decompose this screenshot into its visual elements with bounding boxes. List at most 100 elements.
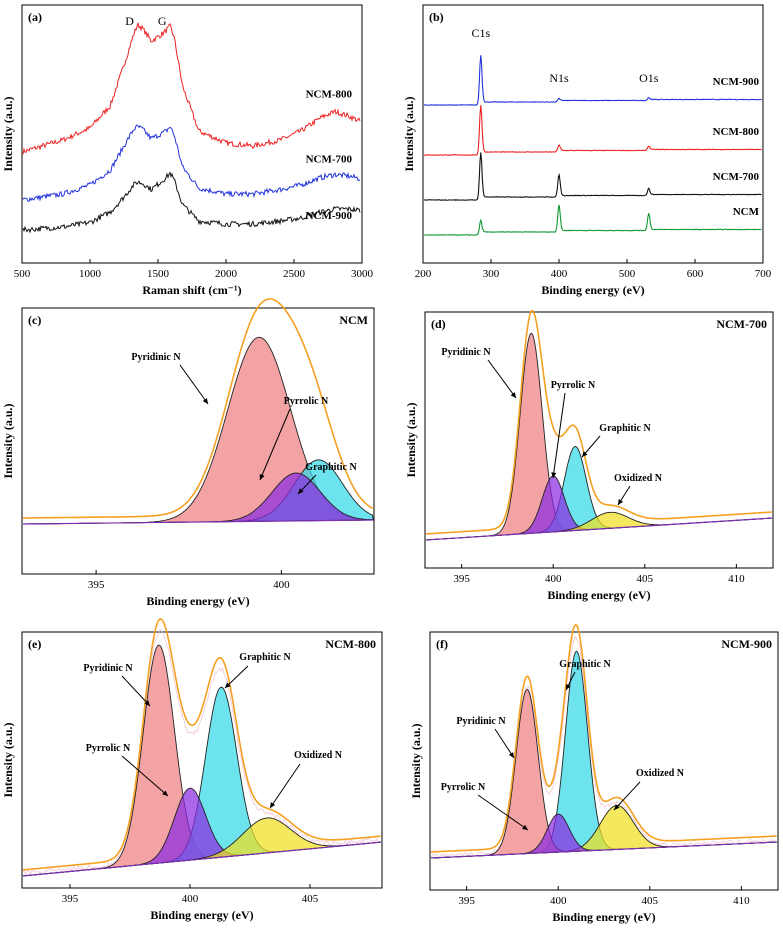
raman-series-line [22, 22, 361, 155]
annotation-arrow-head [614, 804, 620, 810]
series-label: NCM-700 [306, 154, 353, 166]
component-label: Graphitic N [599, 423, 651, 434]
series-label: NCM [733, 206, 760, 218]
annotation-arrow-head [202, 398, 208, 404]
component-label: Oxidized N [614, 473, 663, 484]
x-tick-label: 395 [88, 579, 105, 591]
y-axis-title: Intensity (a.u.) [1, 96, 15, 171]
series-label: NCM-700 [713, 171, 760, 183]
y-axis-title: Intensity (a.u.) [409, 723, 423, 798]
series-label: NCM-800 [306, 89, 353, 101]
x-tick-label: 500 [619, 268, 636, 280]
xps-series-line [423, 204, 762, 236]
fitted-envelope [23, 298, 374, 519]
background-baseline [22, 519, 374, 525]
peak-label: O1s [639, 71, 659, 85]
x-tick-label: 2500 [283, 268, 306, 280]
annotation-arrow-head [144, 700, 150, 706]
component-label: Oxidized N [294, 750, 343, 761]
x-tick-label: 405 [642, 895, 659, 907]
fitted-envelope [426, 309, 772, 535]
sample-label: NCM [339, 313, 368, 327]
panel-n1s-ncm: 395 400 Binding energy (eV) Intensity (a.u.… [1, 298, 375, 608]
panel-label: (a) [28, 10, 42, 24]
x-tick-label: 400 [182, 893, 199, 905]
x-tick-label: 200 [415, 268, 432, 280]
annotation-arrow-line [269, 763, 301, 809]
annotation-arrow-head [582, 451, 588, 457]
panel-label: (f) [436, 637, 448, 651]
component-label: Pyridinic N [456, 716, 506, 727]
x-tick-label: 3000 [351, 268, 374, 280]
raman-series-line [22, 124, 361, 202]
plot-frame [424, 311, 774, 569]
sample-label: NCM-900 [721, 637, 772, 651]
annotation-arrow-head [522, 824, 528, 830]
panel-n1s-ncm-900: 395 400 405 410 Binding energy (eV) Intensity… [409, 623, 779, 924]
component-label: Graphitic N [305, 462, 357, 473]
series-label: NCM-900 [306, 210, 353, 222]
x-tick-label: 410 [728, 573, 745, 585]
annotation-arrow-head [270, 802, 276, 808]
fitted-envelope [430, 623, 777, 853]
component-label: Graphitic N [239, 652, 291, 663]
component-label: Pyrrolic N [284, 396, 329, 407]
x-axis-title: Binding energy (eV) [547, 588, 650, 602]
component-label: Pyrrolic N [441, 782, 486, 793]
annotation-arrow-line [477, 794, 529, 831]
annotation-arrow-head [298, 488, 304, 494]
series-label: NCM-800 [713, 126, 760, 138]
xps-series-line [423, 105, 762, 156]
panel-label: (e) [28, 637, 41, 651]
annotation-arrow-line [487, 359, 517, 399]
plot-frame [21, 307, 375, 575]
x-tick-label: 1000 [79, 268, 102, 280]
xps-series-line [423, 152, 762, 201]
panel-a-raman: 500 1000 1500 2000 2500 3000 Raman shift (cm⁻¹… [1, 4, 374, 297]
component-label: Oxidized N [636, 768, 685, 779]
x-tick-label: 2000 [215, 268, 238, 280]
plot-frame [429, 631, 779, 891]
component-label: Pyrrolic N [86, 743, 131, 754]
annotation-arrow-line [179, 364, 209, 405]
panel-label: (d) [431, 317, 446, 331]
xps-series-line [423, 55, 762, 106]
component-label: Pyridinic N [441, 347, 491, 358]
background-baseline [22, 841, 382, 877]
x-axis-title: Raman shift (cm⁻¹) [142, 283, 241, 297]
plot-frame [21, 631, 383, 889]
x-axis-title: Binding energy (eV) [541, 283, 644, 297]
x-tick-label: 300 [483, 268, 500, 280]
series-label: NCM-900 [713, 76, 760, 88]
peak-label: N1s [549, 71, 569, 85]
x-tick-label: 400 [273, 579, 290, 591]
panel-label: (b) [429, 10, 444, 24]
annotation-arrow-head [162, 790, 168, 796]
x-tick-label: 600 [687, 268, 704, 280]
sample-label: NCM-700 [716, 317, 767, 331]
x-axis-title: Binding energy (eV) [552, 910, 655, 924]
fitted-envelope [22, 618, 381, 871]
component-peak-oxidized-n [425, 511, 773, 541]
plot-frame [422, 4, 764, 264]
annotation-arrow-line [121, 675, 151, 707]
component-label: Pyridinic N [131, 352, 181, 363]
annotation-arrow-head [618, 499, 624, 505]
raman-series-line [22, 171, 361, 234]
x-tick-label: 400 [551, 268, 568, 280]
x-tick-label: 400 [550, 895, 567, 907]
component-label: Graphitic N [559, 659, 611, 670]
panel-n1s-ncm-800: 395 400 405 Binding energy (eV) Intensity (a… [1, 618, 383, 922]
x-tick-label: 405 [637, 573, 654, 585]
peak-label: D [125, 14, 134, 28]
peak-label: G [158, 14, 167, 28]
x-tick-label: 1500 [147, 268, 170, 280]
x-tick-label: 405 [302, 893, 319, 905]
annotation-arrow-line [259, 408, 291, 481]
annotation-arrow-head [551, 472, 557, 478]
x-tick-label: 500 [14, 268, 31, 280]
annotation-arrow-line [613, 781, 641, 811]
annotation-arrow-head [566, 684, 571, 690]
x-tick-label: 400 [545, 573, 562, 585]
